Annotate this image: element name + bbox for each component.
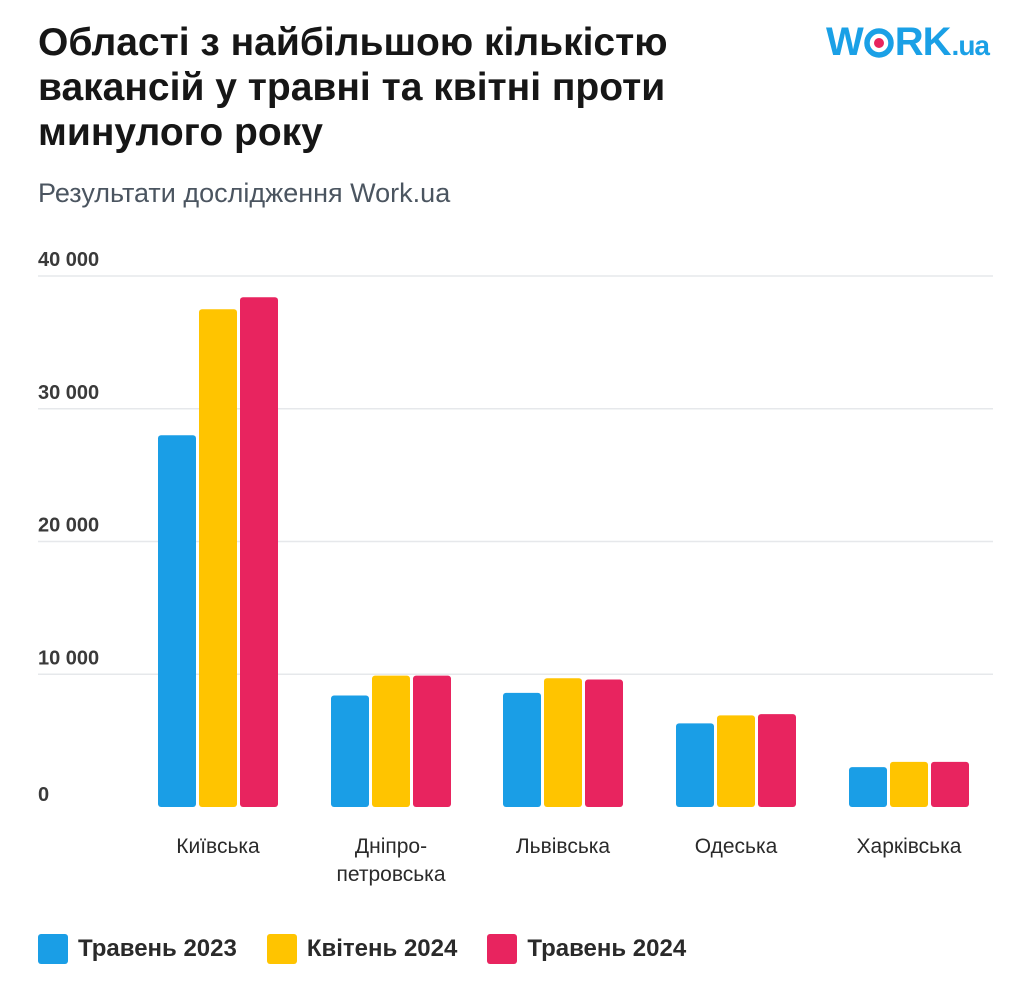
bar-may-2024 xyxy=(413,675,451,807)
bar-may-2024 xyxy=(758,714,796,807)
bar-may-2023 xyxy=(503,692,541,807)
bar-may-2024 xyxy=(240,297,278,807)
y-tick-label: 30 000 xyxy=(38,382,99,404)
chart-subtitle: Результати дослідження Work.ua xyxy=(38,178,451,208)
x-tick-label-line: Львівська xyxy=(516,835,611,858)
legend-item: Травень 2023 xyxy=(38,934,237,964)
x-tick-label: Харківська xyxy=(857,835,962,858)
logo-suffix: .ua xyxy=(951,30,990,61)
chart-legend: Травень 2023 Квітень 2024 Травень 2024 xyxy=(38,934,716,964)
x-tick-label-line: Київська xyxy=(176,835,260,858)
bar-may-2024 xyxy=(585,679,623,807)
y-tick-label: 20 000 xyxy=(38,515,99,537)
bar-may-2023 xyxy=(676,723,714,807)
legend-swatch xyxy=(487,934,518,964)
y-tick-label: 0 xyxy=(38,784,49,806)
x-tick-label: Одеська xyxy=(695,835,778,858)
logo-text-w: W xyxy=(826,20,864,64)
chart-title: Області з найбільшою кількістю вакансій … xyxy=(38,21,668,154)
x-tick-label-line: Одеська xyxy=(695,835,778,858)
legend-label: Квітень 2024 xyxy=(306,935,458,962)
legend-swatch xyxy=(266,934,297,964)
bar-may-2023 xyxy=(849,767,887,807)
logo-text-rk: RK xyxy=(894,20,952,64)
work-ua-logo: W RK .ua xyxy=(826,20,990,64)
x-tick-label-line: Дніпро- xyxy=(355,835,427,858)
bar-april-2024 xyxy=(717,715,755,807)
y-tick-label: 10 000 xyxy=(38,647,99,669)
logo-target-icon xyxy=(864,28,894,58)
legend-item: Квітень 2024 xyxy=(266,934,458,964)
bar-april-2024 xyxy=(890,761,928,807)
x-tick-label-line: Харківська xyxy=(857,835,962,858)
legend-swatch xyxy=(38,934,68,964)
legend-label: Травень 2024 xyxy=(527,935,687,962)
y-tick-label: 40 000 xyxy=(38,249,99,271)
logo-wordmark: W RK xyxy=(826,20,952,64)
bar-april-2024 xyxy=(544,678,582,807)
legend-item: Травень 2024 xyxy=(487,934,686,964)
bar-april-2024 xyxy=(372,675,410,807)
x-tick-label: Київська xyxy=(176,835,260,858)
bar-may-2023 xyxy=(331,695,369,807)
x-tick-label-line: петровська xyxy=(336,863,445,886)
bar-chart: 0 10 000 20 000 30 000 40 000 Київська Дніпро-… xyxy=(38,249,993,886)
x-tick-label: Дніпро-петровська xyxy=(336,835,445,886)
x-tick-label: Львівська xyxy=(516,835,611,858)
bar-may-2024 xyxy=(931,761,969,807)
bar-may-2023 xyxy=(158,435,196,807)
bar-april-2024 xyxy=(199,309,237,807)
legend-label: Травень 2023 xyxy=(78,935,237,962)
